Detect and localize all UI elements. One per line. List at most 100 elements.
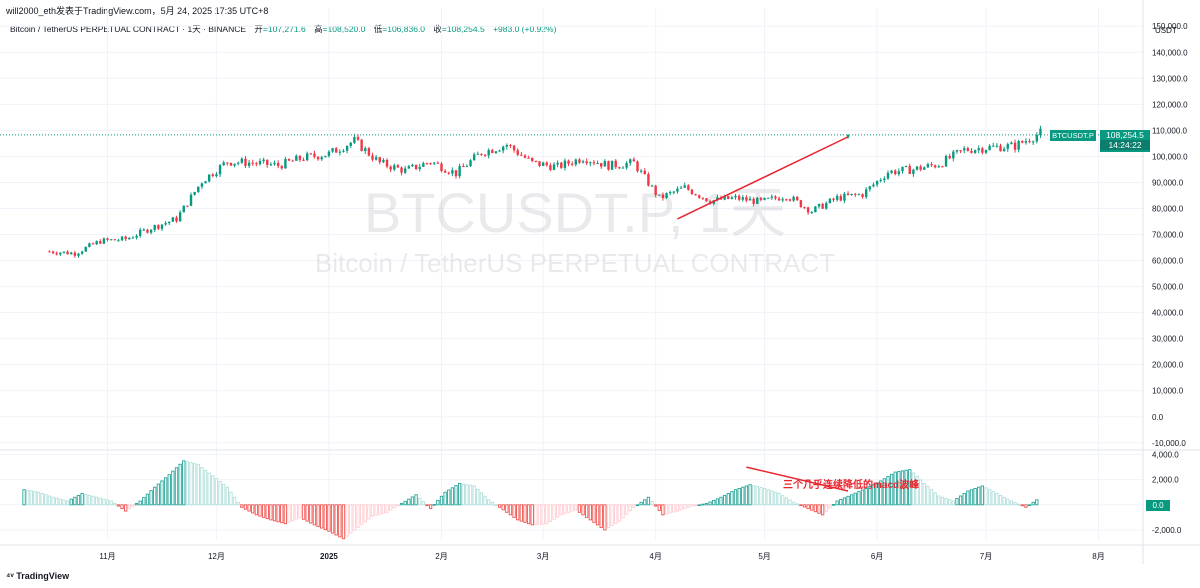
- axes: 150,000.0 140,000.0 130,000.0 120,000.0 110,…: [0, 0, 1200, 564]
- candle-body: [291, 160, 294, 162]
- candle-body: [385, 159, 389, 167]
- time-tick-label: 4月: [649, 552, 661, 561]
- candle-body: [55, 253, 58, 255]
- candle-body: [157, 225, 160, 229]
- macd-tick-label: 4,000.0: [1152, 451, 1179, 460]
- macd-bar: [915, 476, 919, 506]
- candle-body: [1031, 141, 1035, 143]
- macd-bar: [389, 504, 393, 511]
- candle-body: [305, 153, 309, 161]
- macd-bar: [254, 504, 259, 516]
- candle-body: [937, 166, 940, 168]
- candle-body: [469, 160, 472, 167]
- candle-body: [821, 203, 824, 209]
- candle-body: [327, 151, 331, 156]
- macd-bar: [643, 499, 647, 506]
- macd-bar: [606, 504, 611, 529]
- candle-body: [186, 205, 189, 207]
- candle-body: [748, 198, 752, 201]
- macd-bar: [893, 471, 897, 506]
- candle-body: [233, 163, 236, 166]
- macd-bar: [733, 489, 738, 506]
- candle-body: [244, 158, 247, 166]
- macd-bar: [632, 504, 636, 508]
- macd-bar: [755, 486, 759, 506]
- candle-body: [930, 164, 933, 166]
- macd-bar: [145, 493, 150, 506]
- macd-bar: [33, 491, 37, 506]
- macd-bar: [1017, 503, 1021, 506]
- candle-body: [367, 148, 371, 156]
- currency-label[interactable]: USDT: [1155, 26, 1177, 35]
- macd-bar: [850, 494, 854, 506]
- candle-body: [752, 198, 755, 204]
- candle-body: [570, 163, 574, 165]
- macd-bar: [526, 504, 531, 525]
- macd-bar: [280, 504, 284, 524]
- candle-body: [84, 246, 87, 252]
- candle-body: [418, 166, 421, 170]
- macd-bar: [857, 491, 861, 506]
- macd-bar: [36, 491, 41, 506]
- macd-bar: [207, 472, 211, 506]
- candle-body: [120, 236, 124, 241]
- macd-bar: [570, 504, 574, 512]
- price-tick-label: 100,000.0: [1152, 152, 1188, 161]
- macd-bar: [269, 504, 273, 521]
- candle-body: [926, 164, 930, 168]
- legend-symbol[interactable]: Bitcoin / TetherUS PERPETUAL CONTRACT · …: [10, 24, 247, 34]
- last-price-label: BTCUSDT.P 108,254.5 14:24:22: [1050, 129, 1150, 152]
- candle-body: [835, 196, 839, 200]
- macd-bar: [178, 463, 182, 506]
- candle-body: [182, 205, 185, 213]
- macd-bar: [962, 493, 966, 506]
- macd-bar: [853, 492, 857, 506]
- macd-bar: [505, 504, 509, 513]
- macd-bar: [722, 494, 727, 506]
- support-trendline: [677, 136, 849, 220]
- candle-body: [984, 150, 988, 153]
- macd-bar: [76, 494, 81, 506]
- macd-bar: [951, 500, 955, 506]
- macd-bar: [683, 504, 687, 510]
- candle-body: [915, 166, 919, 170]
- candle-body: [251, 162, 254, 164]
- candle-body: [846, 193, 850, 196]
- candle-body: [672, 191, 676, 193]
- candle-body: [556, 162, 559, 165]
- macd-bar: [530, 504, 534, 526]
- candle-body: [273, 162, 276, 165]
- macd-bar: [105, 499, 110, 506]
- candle-body: [727, 196, 730, 199]
- macd-bar: [116, 504, 121, 507]
- macd-bar: [381, 504, 386, 514]
- price-tick-label: -10,000.0: [1152, 439, 1186, 448]
- macd-bar: [715, 498, 720, 506]
- macd-bar: [363, 504, 367, 523]
- candle-body: [737, 195, 741, 200]
- candle-body: [1024, 141, 1028, 143]
- tradingview-logo[interactable]: ⁴ᵛ TradingView: [6, 571, 69, 581]
- candle-body: [175, 217, 178, 222]
- candle-body: [828, 198, 832, 204]
- macd-bar: [879, 480, 883, 506]
- macd-bar: [410, 496, 415, 506]
- candle-body: [407, 166, 411, 169]
- price-tick-label: 60,000.0: [1152, 257, 1184, 266]
- macd-bar: [370, 504, 375, 517]
- macd-bar: [686, 504, 690, 508]
- candle-body: [523, 155, 527, 158]
- candle-body: [959, 150, 962, 152]
- candle-body: [454, 170, 458, 177]
- candle-body: [658, 194, 661, 196]
- macd-bar: [690, 504, 694, 507]
- candle-body: [981, 148, 984, 153]
- candle-body: [207, 174, 211, 182]
- macd-bar: [174, 467, 179, 506]
- time-tick-label: 8月: [1092, 552, 1104, 561]
- legend-close-value: =108,254.5: [441, 24, 485, 34]
- price-tick-label: 30,000.0: [1152, 335, 1184, 344]
- macd-bar: [730, 491, 734, 506]
- candle-body: [796, 196, 799, 201]
